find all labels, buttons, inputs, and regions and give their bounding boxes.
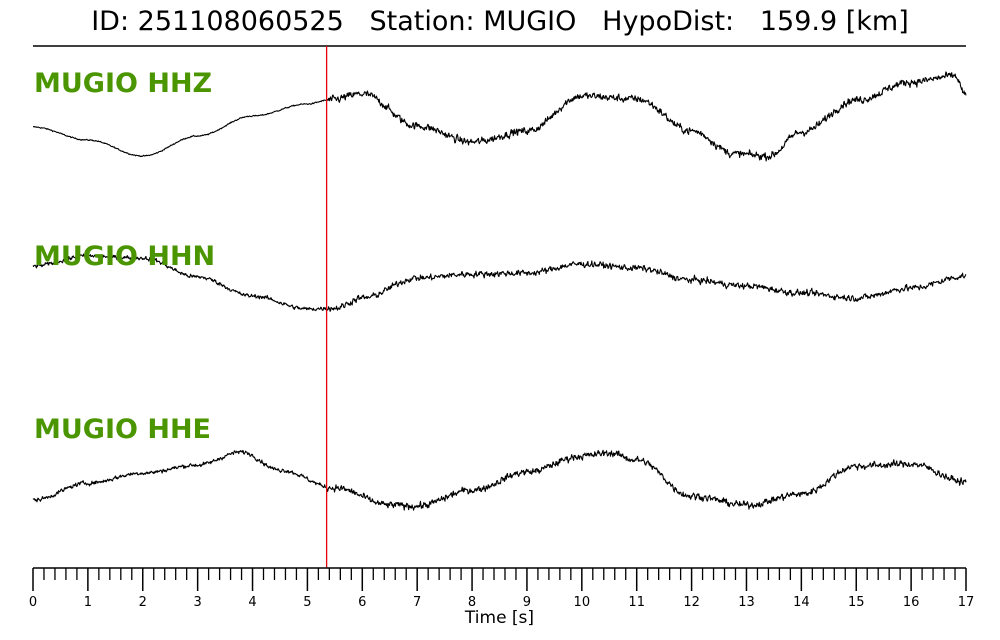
x-tick-label: 3: [194, 595, 202, 610]
x-tick-label: 17: [958, 595, 975, 610]
trace-mugio-hhe: [32, 449, 967, 511]
x-tick-label: 4: [248, 595, 256, 610]
x-tick-label: 6: [358, 595, 366, 610]
x-tick-label: 14: [793, 595, 810, 610]
x-tick-label: 12: [683, 595, 700, 610]
x-tick-label: 13: [738, 595, 755, 610]
x-tick-label: 1: [84, 595, 92, 610]
x-tick-label: 16: [903, 595, 920, 610]
trace-label-group: MUGIO HHZ MUGIO HHN MUGIO HHE: [34, 68, 215, 445]
trace-group: [32, 71, 967, 511]
chart-title: ID: 251108060525 Station: MUGIO HypoDist…: [91, 6, 909, 37]
x-tick-label: 5: [303, 595, 311, 610]
x-tick-label: 9: [523, 595, 531, 610]
trace-label: MUGIO HHN: [34, 241, 215, 272]
x-tick-label: 0: [29, 595, 37, 610]
x-tick-label: 10: [574, 595, 591, 610]
x-tick-label: 11: [628, 595, 645, 610]
trace-mugio-hhn: [32, 253, 967, 312]
trace-label: MUGIO HHZ: [34, 68, 212, 99]
x-tick-label: 2: [139, 595, 147, 610]
trace-label: MUGIO HHE: [34, 414, 211, 445]
trace-mugio-hhz: [32, 71, 967, 162]
x-tick-label: 8: [468, 595, 476, 610]
time-axis: 0 1 2 3 4 5 6 7 8 9 10 11 12 13 14 15 16 17: [29, 567, 975, 610]
x-axis-label: Time [s]: [464, 608, 534, 628]
x-tick-label: 15: [848, 595, 865, 610]
x-tick-label: 7: [413, 595, 421, 610]
